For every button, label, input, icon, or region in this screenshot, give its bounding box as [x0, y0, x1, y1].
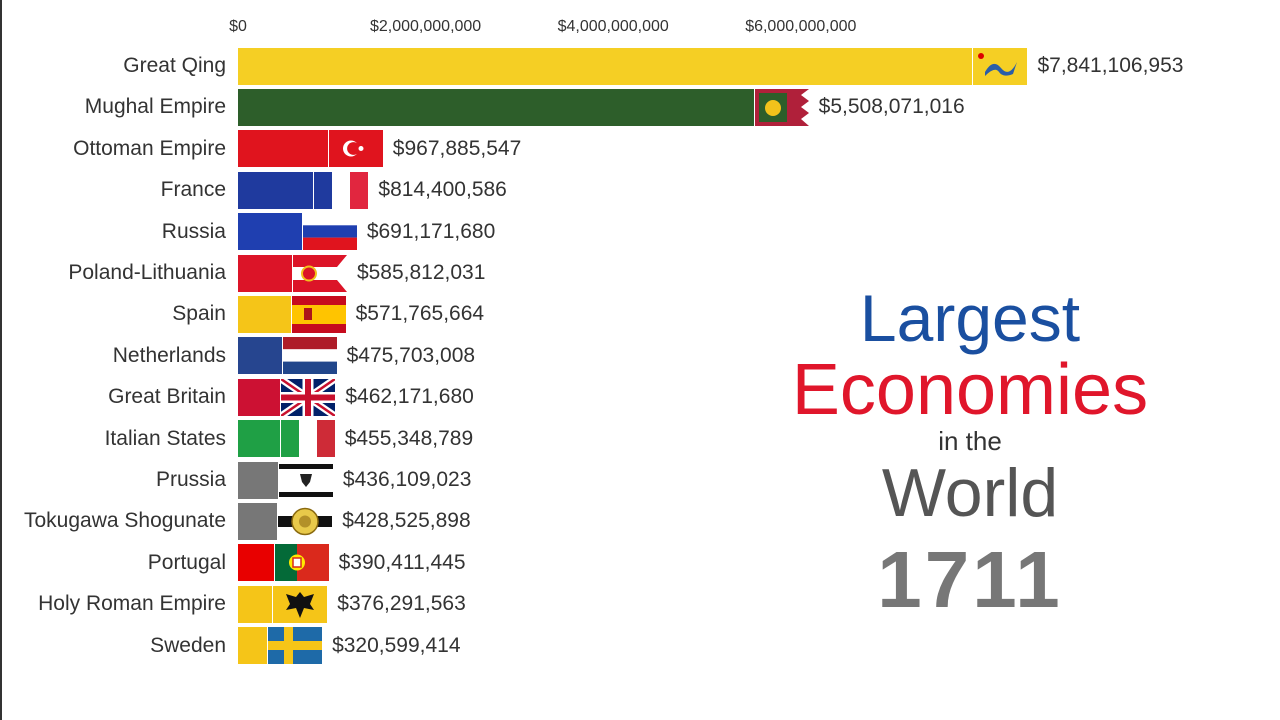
value-label: $967,885,547	[392, 136, 522, 160]
category-label: Great Qing	[123, 54, 226, 77]
netherlands-flag-icon	[282, 337, 337, 375]
portugal-flag-icon	[274, 544, 329, 582]
bar	[238, 378, 281, 416]
mughal-flag-icon	[754, 88, 809, 126]
year-label: 1711	[877, 535, 1063, 624]
value-label: $691,171,680	[366, 219, 496, 243]
russia-flag-icon	[302, 213, 357, 251]
category-label: Great Britain	[108, 385, 226, 409]
value-label: $571,765,664	[355, 302, 485, 326]
italy-flag-icon	[280, 420, 335, 458]
france-flag-icon	[314, 171, 369, 209]
value-label: $436,109,023	[342, 468, 472, 491]
value-label: $7,841,106,953	[1037, 54, 1184, 77]
value-label: $428,525,898	[342, 509, 471, 533]
value-label: $585,812,031	[356, 261, 486, 284]
bar	[238, 47, 973, 85]
title-world: World	[881, 455, 1059, 531]
title-economies: Economies	[791, 350, 1149, 430]
x-tick-label: $0	[229, 18, 247, 35]
bar	[238, 171, 314, 209]
category-label: Prussia	[155, 468, 226, 491]
value-label: $376,291,563	[337, 592, 466, 616]
category-label: Holy Roman Empire	[38, 592, 226, 616]
bar	[238, 420, 280, 458]
bar	[238, 130, 328, 168]
bar	[238, 461, 278, 499]
holy-roman-empire-flag-icon	[273, 585, 328, 623]
value-label: $462,171,680	[345, 385, 474, 409]
bar	[238, 627, 268, 665]
poland-lithuania-flag-icon	[292, 254, 347, 292]
category-label: Spain	[172, 302, 226, 326]
category-label: Italian States	[104, 426, 226, 450]
category-label: Russia	[161, 219, 226, 243]
spain-flag-icon	[291, 295, 346, 333]
value-label: $320,599,414	[332, 633, 461, 657]
prussia-flag-icon	[278, 461, 333, 499]
category-label: Poland-Lithuania	[68, 261, 226, 284]
bar	[238, 544, 274, 582]
category-label: Mughal Empire	[84, 95, 226, 119]
bar	[238, 502, 278, 540]
qing-dragon-flag-icon	[973, 47, 1028, 85]
bar	[238, 213, 302, 251]
category-label: Ottoman Empire	[73, 136, 226, 160]
chart-title-block: Largest Economies in the World 1711	[760, 282, 1180, 630]
bar	[238, 337, 282, 375]
value-label: $475,703,008	[346, 343, 476, 367]
x-tick-label: $2,000,000,000	[369, 18, 482, 35]
bar	[238, 88, 754, 126]
category-label: Netherlands	[112, 343, 226, 367]
sweden-flag-icon	[268, 627, 323, 665]
bar	[238, 254, 292, 292]
x-tick-label: $4,000,000,000	[557, 18, 669, 35]
great-britain-flag-icon	[279, 375, 338, 419]
tokugawa-flag-icon	[278, 502, 333, 540]
value-label: $455,348,789	[344, 426, 474, 450]
value-label: $814,400,586	[378, 178, 507, 202]
title-in-the: in the	[938, 426, 1002, 456]
bar	[238, 585, 273, 623]
category-label: Tokugawa Shogunate	[24, 509, 226, 533]
category-label: Portugal	[147, 550, 226, 574]
category-label: France	[160, 178, 226, 202]
title-largest: Largest	[859, 281, 1081, 355]
x-tick-label: $6,000,000,000	[745, 18, 857, 35]
ottoman-flag-icon	[328, 130, 383, 168]
left-border	[0, 0, 2, 720]
bar	[238, 295, 291, 333]
value-label: $390,411,445	[338, 550, 466, 574]
value-label: $5,508,071,016	[818, 95, 965, 119]
category-label: Sweden	[150, 633, 226, 657]
